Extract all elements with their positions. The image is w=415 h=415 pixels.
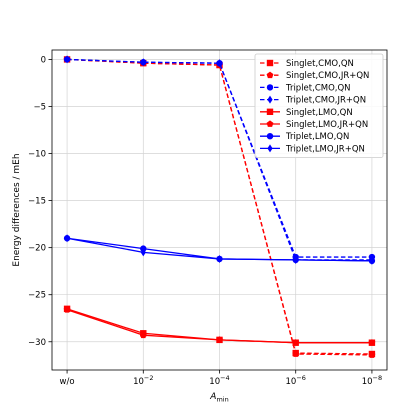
y-tick-label: −20 [28, 244, 46, 254]
x-tick-label: w/o [60, 377, 75, 387]
data-point [216, 336, 223, 343]
legend-marker [266, 108, 274, 115]
data-point [368, 339, 376, 346]
legend-box [254, 53, 384, 158]
x-tick-label: 10−2 [133, 374, 153, 387]
y-tick-label: −10 [28, 150, 46, 160]
legend-item: Singlet,CMO,JR+QN [260, 71, 369, 81]
data-point [293, 255, 299, 264]
data-point [216, 254, 223, 263]
data-point [292, 350, 300, 357]
y-tick-label: −15 [28, 197, 46, 207]
legend-item: Singlet,LMO,QN [260, 108, 353, 118]
x-tick-label: 10−4 [209, 374, 229, 387]
data-point [368, 351, 376, 358]
legend-label: Singlet,CMO,JR+QN [286, 71, 369, 81]
y-tick-label: 0 [41, 55, 46, 65]
data-point [139, 331, 147, 339]
series-8 [64, 234, 375, 265]
series-6 [63, 306, 376, 346]
legend-item: Triplet,CMO,QN [260, 83, 351, 93]
y-tick-label: −5 [33, 102, 46, 112]
data-point [369, 256, 375, 265]
y-tick-label: −30 [28, 338, 46, 348]
legend-marker [266, 59, 274, 67]
legend-item: Triplet,CMO,JR+QN [260, 95, 366, 106]
x-tick-label: 10−8 [362, 374, 382, 387]
x-tick-label: 10−6 [286, 374, 306, 387]
legend-marker [266, 133, 274, 140]
legend-label: Triplet,CMO,QN [285, 83, 351, 93]
legend-label: Triplet,CMO,JR+QN [285, 96, 366, 106]
data-point [64, 234, 70, 243]
legend-marker [266, 84, 274, 91]
legend-marker [267, 144, 273, 153]
data-point [140, 58, 146, 67]
legend-item: Triplet,LMO,JR+QN [260, 144, 365, 154]
legend-label: Singlet,LMO,JR+QN [286, 120, 368, 130]
x-axis-label: Amin [209, 392, 228, 404]
data-point [63, 306, 71, 313]
legend-marker [266, 120, 274, 127]
legend-label: Singlet,LMO,QN [286, 108, 353, 118]
legend-item: Triplet,LMO,QN [260, 132, 349, 142]
data-point [140, 248, 146, 257]
y-tick-label: −25 [28, 291, 46, 301]
legend-label: Triplet,LMO,QN [285, 132, 349, 142]
legend-item: Singlet,CMO,QN [260, 59, 354, 69]
legend-item: Singlet,LMO,JR+QN [260, 120, 368, 130]
legend-marker [266, 71, 274, 79]
y-axis-label: Energy differences / mEh [12, 153, 22, 266]
legend-label: Singlet,CMO,QN [286, 59, 354, 69]
data-point [216, 59, 223, 68]
legend-label: Triplet,LMO,JR+QN [285, 144, 365, 154]
data-point [64, 55, 70, 64]
data-point [292, 339, 300, 346]
legend-marker [267, 95, 273, 104]
